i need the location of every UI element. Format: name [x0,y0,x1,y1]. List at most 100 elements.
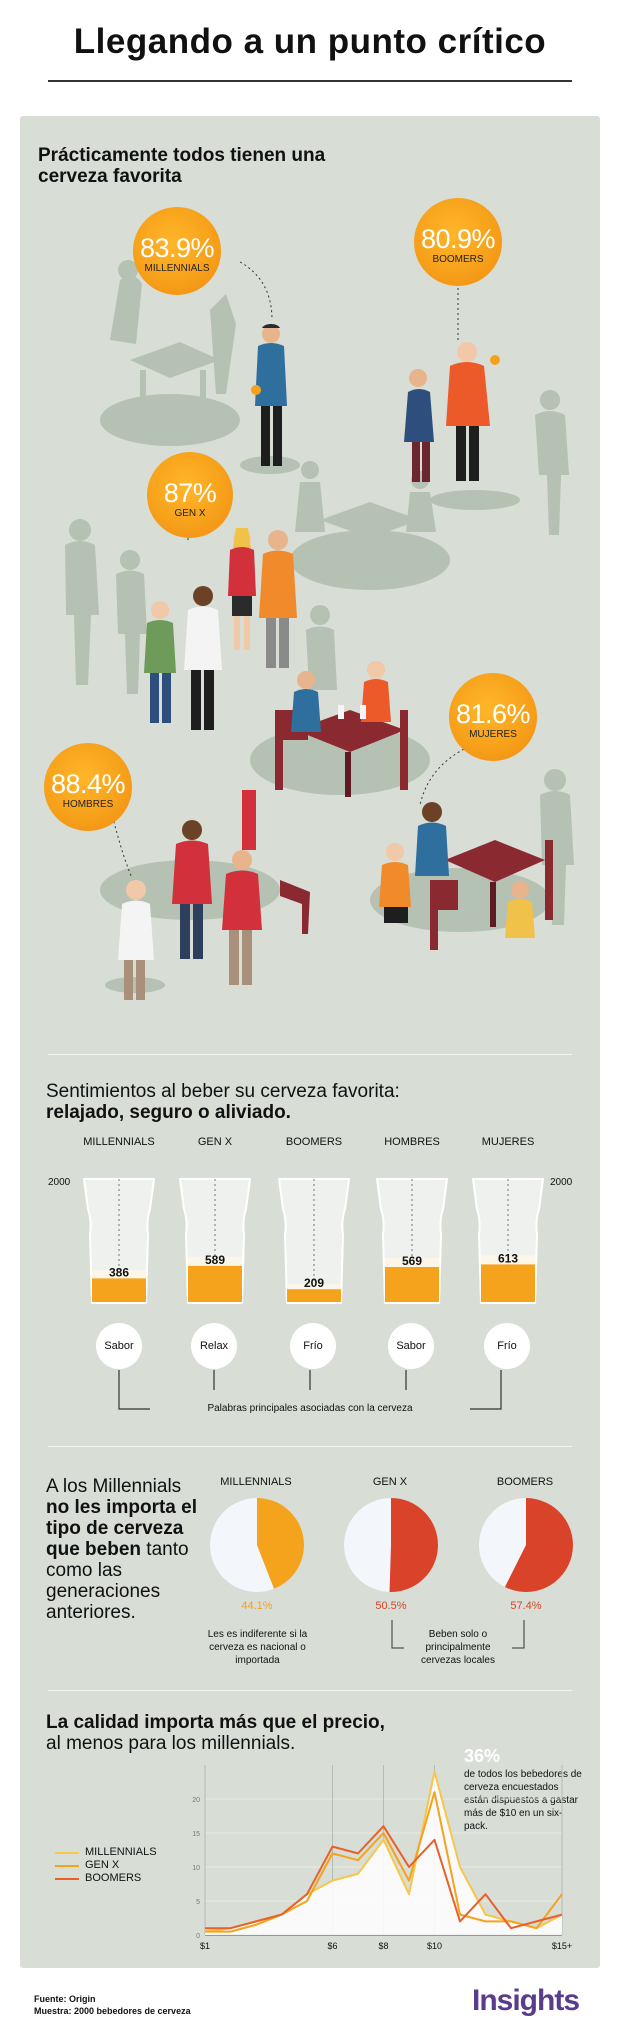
person-millennial [251,323,287,466]
silhouette-head [540,390,560,410]
leader-millennials [239,261,273,321]
person-hombre-red [172,820,212,959]
pie-pct-millennials: 44.1% [241,1600,273,1612]
person-genx-woman [228,528,256,650]
scale-max-label-left: 2000 [48,1177,71,1188]
x-tick-label: $10 [427,1941,442,1951]
bubble-pct: 81.6% [455,699,531,729]
legend-label: BOOMERS [85,1872,142,1884]
title-rule [48,80,572,82]
section-divider [48,1446,572,1447]
bubble-label: HOMBRES [62,799,114,810]
pie-label-boomers: BOOMERS [496,1476,554,1488]
bubble-pct: 88.4% [50,769,126,799]
glass-boomers: 209 [277,1178,351,1304]
glass-label-millennials: MILLENNIALS [83,1136,155,1148]
bubble-pct: 83.9% [139,233,215,263]
silhouette-person [540,791,574,925]
y-tick-label: 15 [192,1831,200,1838]
statement-bold: no les importa el tipo de cerveza que be… [46,1497,197,1560]
pie-slice [257,1498,304,1589]
bubble-label: MUJERES [469,729,517,740]
pie-pct-genx: 50.5% [375,1600,407,1612]
statement-part1: A los Millennials [46,1476,182,1497]
person-genx-man-white [184,586,222,730]
footer: Fuente: Origin Muestra: 2000 bebedores d… [34,1993,191,2017]
silhouette-head [301,461,319,479]
pie-label-genx: GEN X [372,1476,408,1488]
glass-value-label: 386 [109,1265,129,1279]
silhouette-person [306,626,337,690]
silhouette-head [310,605,330,625]
pie-note-bracket [391,1620,525,1649]
chair-single [280,880,310,934]
pie-note-local: Beben solo o principalmente cervezas loc… [421,1629,495,1666]
shadow-ellipse [290,530,450,590]
shadow-ellipse [250,725,430,795]
footer-source: Fuente: Origin [34,1994,96,2004]
section2-title-line2: relajado, seguro o aliviado. [46,1102,291,1123]
word-circle-hombres: Sabor [388,1323,434,1369]
scale-max-label-right: 2000 [550,1177,573,1188]
series-line-gen-x [205,1791,563,1933]
glass-beer-fill [188,1265,242,1302]
section-divider [48,1054,572,1055]
statement-part2: tanto como las generaciones anteriores. [46,1539,189,1623]
price-line-chart: 0 5 10 15 20 $1 $6 $8 $10 $15+ [192,1765,572,1951]
legend-item-genx: GEN X [55,1859,157,1872]
silhouette-table [130,342,220,378]
glass-foam [385,1258,439,1268]
person-genx-man-orange [259,530,297,668]
legend-item-millennials: MILLENNIALS [55,1846,157,1859]
shadow-ellipse [370,868,550,932]
legend-item-boomers: BOOMERS [55,1872,157,1885]
person-genx-woman-green [144,601,176,723]
bubble-mujeres: 81.6% MUJERES [449,673,537,761]
words-caption: Palabras principales asociadas con la ce… [150,1403,470,1414]
y-tick-label: 10 [192,1865,200,1872]
silhouette-person [295,482,325,532]
section4-title-line1: La calidad importa más que el precio, [46,1712,385,1733]
glass-foam [287,1284,341,1290]
bubble-label: GEN X [174,508,206,519]
section2-title: Sentimientos al beber su cerveza favorit… [46,1081,566,1123]
silhouette-person [406,492,436,532]
chart-area [205,1771,562,1935]
footer-sample: Muestra: 2000 bebedores de cerveza [34,2006,191,2016]
x-tick-label: $8 [378,1941,388,1951]
glass-mujeres: 613 [471,1178,545,1304]
word-circle-millennials: Sabor [96,1323,142,1369]
silhouette-head [120,550,140,570]
y-tick-label: 5 [196,1899,200,1906]
glass-beer-fill [481,1264,535,1302]
y-tick-label: 20 [192,1797,200,1804]
glass-beer-fill [385,1267,439,1302]
bubble-label: BOOMERS [432,254,484,265]
bubble-millennials: 83.9% MILLENNIALS [133,207,221,295]
bubble-pct: 80.9% [420,224,496,254]
glass-label-boomers: BOOMERS [285,1136,343,1148]
section3-statement: A los Millennials no les importa el tipo… [46,1476,206,1623]
person-hombre-foam-finger [222,790,262,985]
pie-genx [344,1498,439,1592]
pie-millennials [210,1498,304,1592]
glass-label-genx: GEN X [197,1136,233,1148]
people-illustration [65,260,574,1000]
series-line-boomers [205,1825,563,1930]
glass-value-label: 613 [498,1251,518,1265]
glass-beer-fill [287,1289,341,1302]
silhouette-table [320,502,420,538]
silhouette-head [544,769,566,791]
bubble-label: MILLENNIALS [144,263,210,274]
word-circle-boomers: Frío [290,1323,336,1369]
silhouette-chair [210,294,236,394]
glass-beer-fill [92,1278,146,1302]
glass-value-label: 209 [304,1276,324,1290]
section4-title: La calidad importa más que el precio, al… [46,1712,566,1754]
page-title: Llegando a un punto crítico [73,22,547,61]
glass-value-label: 569 [402,1254,422,1268]
person-boomer-woman [404,369,434,482]
silhouette-person [110,275,142,344]
brand-logo: Insights [472,1984,580,2017]
section4-title-line2: al menos para los millennials. [46,1733,296,1754]
